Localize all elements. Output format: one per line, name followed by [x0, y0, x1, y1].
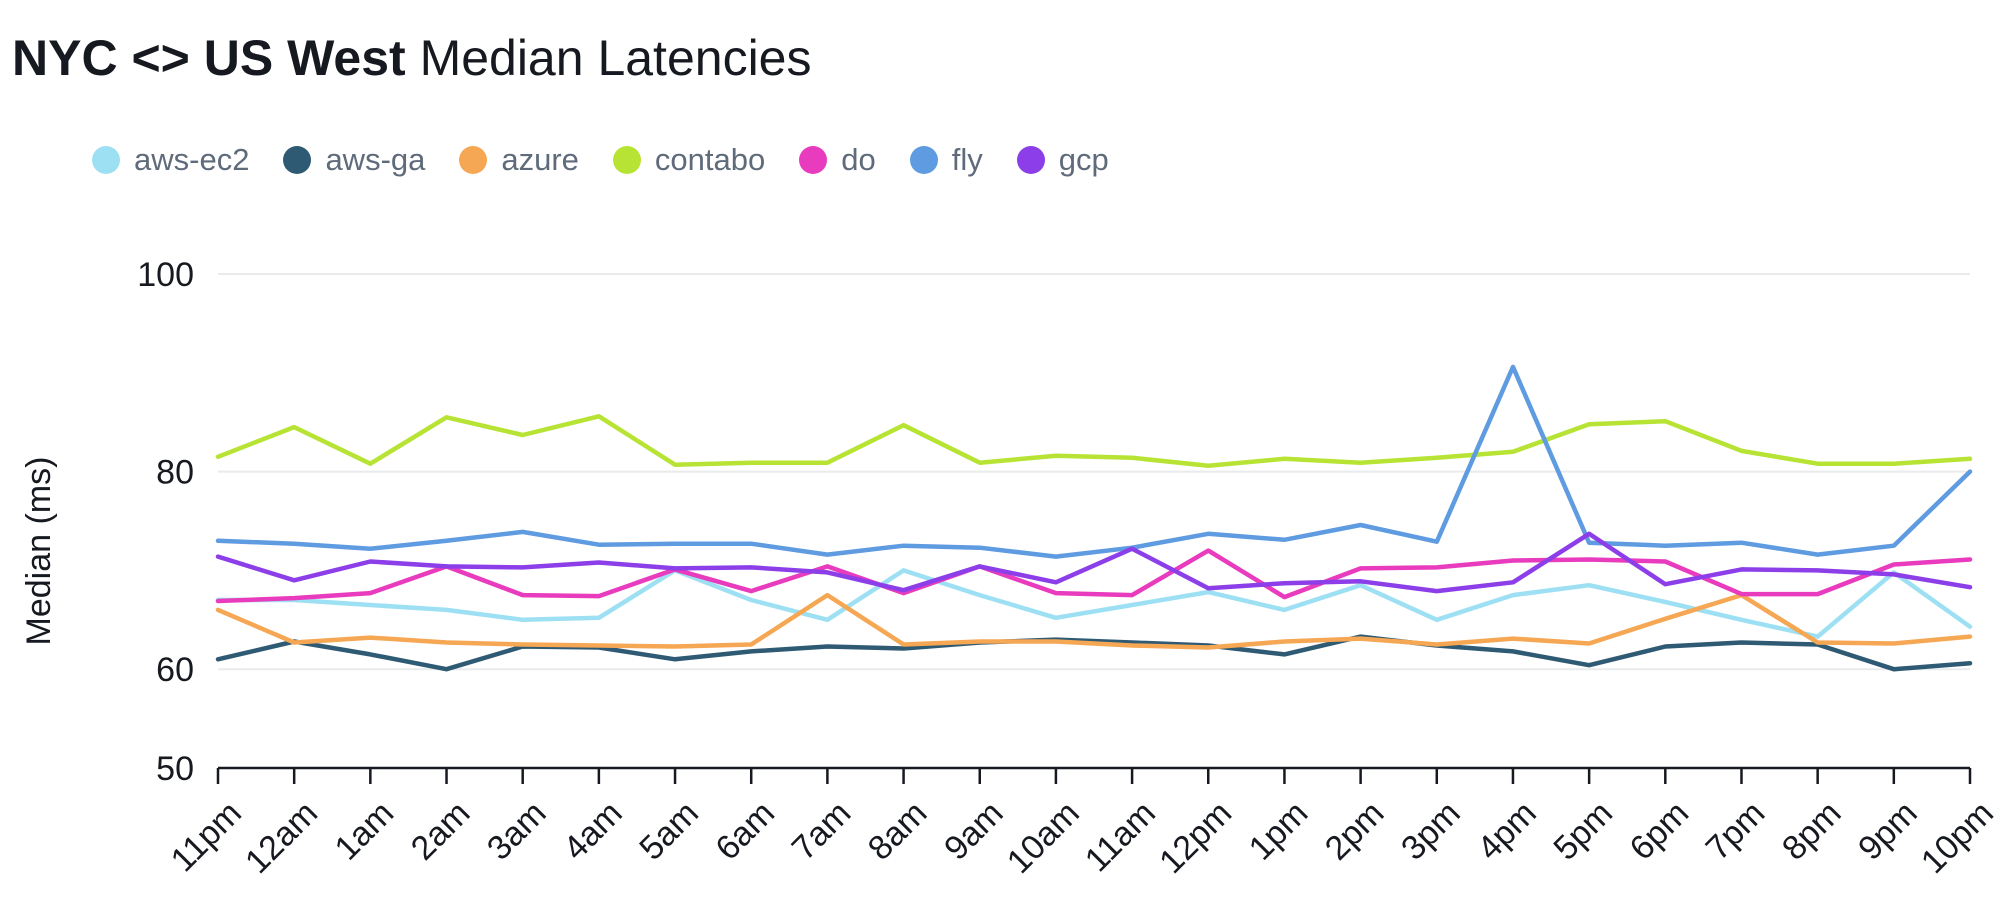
x-tick-label-9pm: 9pm: [1851, 794, 1925, 868]
legend-label-aws-ec2: aws-ec2: [134, 142, 250, 177]
legend-item-contabo[interactable]: contabo: [612, 142, 766, 178]
legend-swatch-azure: [459, 146, 488, 174]
legend-label-gcp: gcp: [1058, 142, 1109, 177]
legend-item-do[interactable]: do: [799, 142, 876, 178]
x-tick-label-7pm: 7pm: [1699, 794, 1773, 868]
x-tick-label-7am: 7am: [785, 794, 859, 868]
legend-swatch-fly: [909, 146, 938, 174]
series-line-azure: [215, 592, 1973, 650]
y-tick-label-80: 80: [156, 454, 194, 492]
y-tick-label-50: 50: [156, 750, 194, 788]
y-tick-label-100: 100: [137, 256, 194, 294]
x-tick-label-5pm: 5pm: [1546, 794, 1620, 868]
x-tick-label-10pm: 10pm: [1914, 794, 2000, 881]
legend-label-azure: azure: [501, 142, 579, 177]
x-tick-label-12am: 12am: [238, 794, 325, 881]
x-tick-label-3am: 3am: [480, 794, 554, 868]
legend-item-aws-ga[interactable]: aws-ga: [283, 142, 425, 178]
legend-swatch-aws-ga: [283, 146, 312, 174]
x-tick-label-6am: 6am: [708, 794, 782, 868]
legend-item-gcp[interactable]: gcp: [1016, 142, 1109, 178]
legend-swatch-contabo: [612, 146, 641, 174]
x-tick-label-1pm: 1pm: [1242, 794, 1316, 868]
x-tick-label-4am: 4am: [556, 794, 630, 868]
y-tick-label-60: 60: [156, 651, 194, 689]
series-line-gcp: [215, 531, 1973, 594]
series-line-contabo: [215, 414, 1973, 468]
legend-swatch-gcp: [1016, 146, 1045, 174]
legend-label-do: do: [841, 142, 876, 177]
x-tick-label-8am: 8am: [861, 794, 935, 868]
chart-legend: aws-ec2 aws-ga azure contabo do fly gcp: [92, 138, 1143, 182]
series-line-aws-ec2: [215, 568, 1973, 639]
chart-title-normal: Median Latencies: [419, 30, 812, 86]
x-tick-label-8pm: 8pm: [1775, 794, 1849, 868]
x-tick-label-11am: 11am: [1078, 794, 1163, 879]
x-tick-label-4pm: 4pm: [1470, 794, 1544, 868]
chart-title: NYC <> US West Median Latencies: [12, 28, 811, 88]
x-tick-label-12pm: 12pm: [1152, 794, 1239, 881]
series-line-do: [215, 548, 1973, 604]
x-tick-label-9am: 9am: [937, 794, 1011, 868]
series-line-aws-ga: [215, 634, 1973, 672]
x-tick-label-6pm: 6pm: [1623, 794, 1697, 868]
x-tick-label-10am: 10am: [1000, 794, 1087, 881]
legend-label-contabo: contabo: [654, 142, 766, 177]
y-axis-label: Median (ms): [20, 457, 58, 646]
legend-item-azure[interactable]: azure: [459, 142, 579, 178]
legend-label-aws-ga: aws-ga: [325, 142, 426, 177]
legend-item-fly[interactable]: fly: [909, 142, 983, 178]
x-tick-label-5am: 5am: [632, 794, 706, 868]
legend-swatch-do: [799, 146, 828, 174]
legend-item-aws-ec2[interactable]: aws-ec2: [92, 142, 249, 178]
legend-label-fly: fly: [951, 142, 983, 177]
chart-title-bold: NYC <> US West: [12, 30, 406, 86]
series-line-fly: [215, 364, 1973, 559]
x-tick-label-3pm: 3pm: [1394, 794, 1468, 868]
x-tick-label-11pm: 11pm: [164, 794, 249, 879]
x-tick-label-2pm: 2pm: [1318, 794, 1392, 868]
legend-swatch-aws-ec2: [92, 146, 120, 174]
x-tick-label-1am: 1am: [328, 794, 402, 868]
x-tick-label-2am: 2am: [404, 794, 478, 868]
